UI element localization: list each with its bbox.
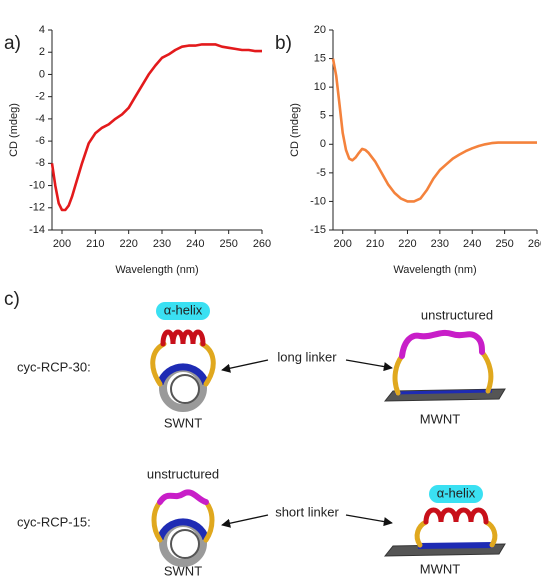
- y-tick-label: -10: [29, 179, 45, 191]
- x-tick-label: 220: [119, 238, 137, 250]
- x-tick-label: 200: [334, 238, 352, 250]
- y-tick-label: -8: [35, 157, 45, 169]
- y-tick-label: -4: [35, 113, 45, 125]
- tube-label: MWNT: [420, 411, 460, 426]
- linker: [203, 499, 215, 543]
- peptide-name: cyc-RCP-30:: [17, 359, 91, 374]
- arrow: [221, 359, 269, 373]
- x-tick-label: 250: [495, 238, 513, 250]
- arrow: [345, 359, 393, 372]
- panel-label: a): [4, 33, 21, 54]
- panel-label: b): [275, 33, 292, 54]
- linker: [483, 519, 498, 548]
- x-tick-label: 210: [366, 238, 384, 250]
- linker: [199, 341, 216, 387]
- y-tick-label: 0: [39, 68, 45, 80]
- tube-label: SWNT: [164, 563, 202, 576]
- y-tick-label: 4: [39, 24, 45, 36]
- peptide-backbone: [417, 542, 494, 549]
- unstructured-loop: [399, 329, 485, 359]
- x-tick-label: 250: [219, 238, 237, 250]
- y-tick-label: -6: [35, 135, 45, 147]
- swnt-inner: [170, 374, 200, 404]
- x-tick-label: 210: [86, 238, 104, 250]
- peptide-backbone: [394, 389, 493, 395]
- data-line: [331, 58, 537, 203]
- y-tick-label: -14: [29, 224, 45, 236]
- x-tick-label: 200: [53, 238, 71, 250]
- x-tick-label: 230: [431, 238, 449, 250]
- alpha-helix: [160, 329, 206, 347]
- y-tick-label: 20: [314, 24, 326, 36]
- tube-label: MWNT: [420, 561, 460, 576]
- helix-label: α-helix: [437, 485, 476, 500]
- linker: [414, 519, 429, 548]
- x-tick-label: 230: [153, 238, 171, 250]
- helix-badge: [156, 302, 210, 320]
- y-tick-label: 5: [320, 110, 326, 122]
- peptide-backbone: [156, 363, 210, 386]
- state-label: unstructured: [147, 466, 219, 481]
- tube-label: SWNT: [164, 415, 202, 430]
- y-tick-label: -15: [310, 224, 326, 236]
- helix-label: α-helix: [164, 302, 203, 317]
- arrow: [345, 514, 393, 527]
- alpha-helix: [423, 507, 489, 525]
- peptide-name: cyc-RCP-15:: [17, 514, 91, 529]
- helix-badge: [429, 485, 483, 503]
- swnt-inner: [170, 529, 200, 559]
- state-label: unstructured: [421, 307, 493, 322]
- linker: [392, 353, 405, 396]
- peptide-backbone: [156, 518, 210, 541]
- x-tick-label: 240: [186, 238, 204, 250]
- y-tick-label: 2: [39, 46, 45, 58]
- linker: [479, 349, 494, 394]
- panel-label: c): [4, 289, 20, 310]
- y-tick-label: -10: [310, 195, 326, 207]
- x-tick-label: 260: [253, 238, 271, 250]
- y-axis-title: CD (mdeg): [289, 103, 301, 157]
- data-line: [50, 43, 262, 212]
- linker: [151, 499, 163, 543]
- x-axis-title: Wavelength (nm): [393, 264, 476, 276]
- x-tick-label: 240: [463, 238, 481, 250]
- unstructured-loop: [157, 489, 209, 505]
- linker: [150, 341, 167, 387]
- linker-label: long linker: [277, 349, 337, 364]
- y-tick-label: 0: [320, 138, 326, 150]
- y-tick-label: -2: [35, 91, 45, 103]
- y-tick-label: -5: [316, 167, 326, 179]
- x-tick-label: 260: [528, 238, 541, 250]
- y-axis-title: CD (mdeg): [8, 103, 20, 157]
- x-axis-title: Wavelength (nm): [115, 264, 198, 276]
- x-tick-label: 220: [398, 238, 416, 250]
- y-tick-label: 10: [314, 81, 326, 93]
- linker-label: short linker: [275, 504, 339, 519]
- y-tick-label: -12: [29, 202, 45, 214]
- y-tick-label: 15: [314, 52, 326, 64]
- arrow: [221, 514, 269, 528]
